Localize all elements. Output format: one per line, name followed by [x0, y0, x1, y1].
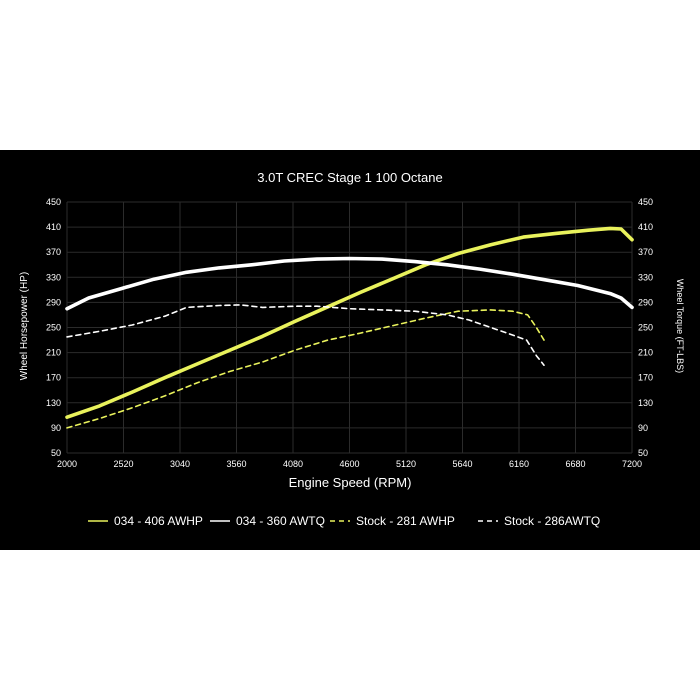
y-tick-label-right: 210: [638, 348, 653, 358]
y-tick-label-right: 90: [638, 423, 648, 433]
y-tick-label-left: 330: [46, 272, 61, 282]
legend-label-1: 034 - 406 AWHP: [114, 514, 203, 528]
x-tick-label: 3560: [226, 459, 246, 469]
y-tick-label-right: 450: [638, 197, 653, 207]
y-tick-label-left: 130: [46, 398, 61, 408]
y-tick-label-right: 250: [638, 323, 653, 333]
x-ticks: 2000 2520 3040 3560 4080 4600 5120 5640 6160 6680…: [57, 459, 642, 469]
x-tick-label: 3040: [170, 459, 190, 469]
y-tick-label-right: 50: [638, 448, 648, 458]
x-tick-label: 4080: [283, 459, 303, 469]
y-tick-label-left: 50: [51, 448, 61, 458]
y-axis-label-left: Wheel Horsepower (HP): [19, 272, 30, 380]
y-axis-label-right: Wheel Torque (FT-LBS): [675, 279, 685, 373]
x-tick-label: 2000: [57, 459, 77, 469]
chart-svg: 3.0T CREC Stage 1 100 Octane 50 90 130 170 2…: [19, 170, 685, 528]
x-tick-label: 6160: [509, 459, 529, 469]
y-tick-label-left: 450: [46, 197, 61, 207]
legend: 034 - 406 AWHP 034 - 360 AWTQ Stock - 281 …: [88, 514, 600, 528]
x-tick-label: 7200: [622, 459, 642, 469]
chart-title: 3.0T CREC Stage 1 100 Octane: [257, 170, 442, 185]
series-line-3: [66, 309, 545, 429]
series-group: [65, 226, 634, 429]
x-tick-label: 4600: [339, 459, 359, 469]
legend-label-2: 034 - 360 AWTQ: [236, 514, 325, 528]
y-ticks-right: 50 90 130 170 210 250 290 330 370 410 450: [638, 197, 653, 458]
y-tick-label-left: 170: [46, 373, 61, 383]
series-line-1: [65, 226, 634, 419]
x-tick-label: 2520: [113, 459, 133, 469]
chart-panel: 3.0T CREC Stage 1 100 Octane 50 90 130 170 2…: [0, 150, 700, 550]
y-tick-label-left: 290: [46, 297, 61, 307]
y-tick-label-left: 210: [46, 348, 61, 358]
x-tick-label: 5640: [452, 459, 472, 469]
x-tick-label: 5120: [396, 459, 416, 469]
y-tick-label-right: 170: [638, 373, 653, 383]
y-tick-label-left: 410: [46, 222, 61, 232]
y-tick-label-left: 250: [46, 323, 61, 333]
y-ticks-left: 50 90 130 170 210 250 290 330 370 410 450: [46, 197, 61, 458]
x-axis-label: Engine Speed (RPM): [289, 475, 412, 490]
y-tick-label-left: 90: [51, 423, 61, 433]
y-tick-label-right: 410: [638, 222, 653, 232]
legend-label-3: Stock - 281 AWHP: [356, 514, 455, 528]
x-tick-label: 6680: [565, 459, 585, 469]
grid: [66, 201, 633, 454]
y-tick-label-right: 370: [638, 247, 653, 257]
y-tick-label-right: 330: [638, 272, 653, 282]
y-tick-label-right: 130: [638, 398, 653, 408]
y-tick-label-left: 370: [46, 247, 61, 257]
series-line-4: [66, 304, 545, 366]
series-line-2: [65, 256, 634, 311]
legend-label-4: Stock - 286AWTQ: [504, 514, 600, 528]
y-tick-label-right: 290: [638, 297, 653, 307]
